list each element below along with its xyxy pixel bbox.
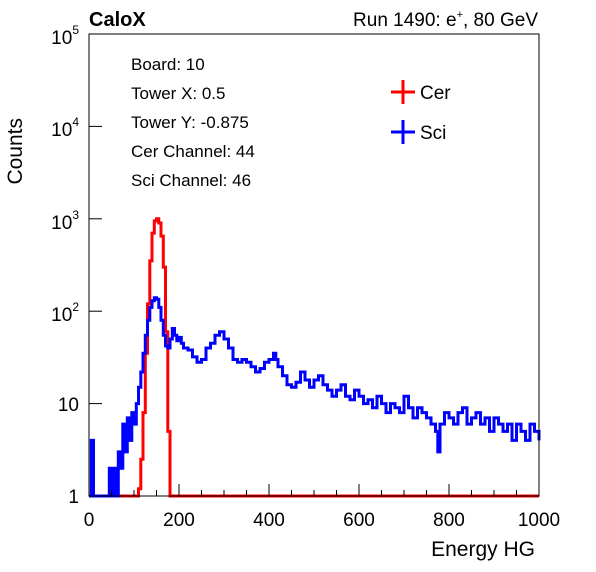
info-sci-channel: Sci Channel: 46: [131, 171, 251, 190]
x-axis-title: Energy HG: [431, 538, 535, 561]
legend-label-cer: Cer: [420, 83, 451, 104]
y-tick-label: 103: [51, 208, 79, 234]
x-tick-label: 0: [84, 510, 95, 531]
y-tick-label: 10: [58, 395, 79, 416]
x-tick-label: 400: [253, 510, 285, 531]
y-tick-label: 105: [51, 23, 79, 49]
info-tower-x: Tower X: 0.5: [131, 84, 226, 103]
y-axis-title: Counts: [4, 118, 27, 185]
run-sup: +: [457, 9, 463, 21]
legend: Cer Sci: [391, 80, 451, 144]
x-tick-label: 800: [433, 510, 465, 531]
series-line-cer: [89, 217, 539, 498]
run-label: Run 1490: e+, 80 GeV: [353, 9, 538, 31]
y-tick-label: 102: [51, 300, 79, 326]
legend-marker-cer: [391, 80, 415, 104]
x-axis: 0 200 400 600 800 1000: [84, 484, 560, 531]
info-cer-channel: Cer Channel: 44: [131, 142, 255, 161]
run-prefix: Run 1490: e: [353, 10, 457, 31]
y-axis: 1 10 102 103 104 105: [51, 23, 102, 508]
brand-label: CaloX: [89, 9, 146, 31]
legend-label-sci: Sci: [420, 123, 446, 144]
info-tower-y: Tower Y: -0.875: [131, 113, 249, 132]
info-board: Board: 10: [131, 55, 205, 74]
plot-frame: [88, 33, 540, 497]
run-suffix: , 80 GeV: [463, 10, 538, 31]
y-tick-label: 1: [68, 487, 79, 508]
x-tick-label: 1000: [518, 510, 560, 531]
info-box: Board: 10 Tower X: 0.5 Tower Y: -0.875 C…: [131, 55, 255, 190]
legend-marker-sci: [391, 120, 415, 144]
series-line-sci: [89, 296, 541, 498]
x-tick-label: 600: [343, 510, 375, 531]
x-tick-label: 200: [163, 510, 195, 531]
y-tick-label: 104: [51, 115, 79, 141]
